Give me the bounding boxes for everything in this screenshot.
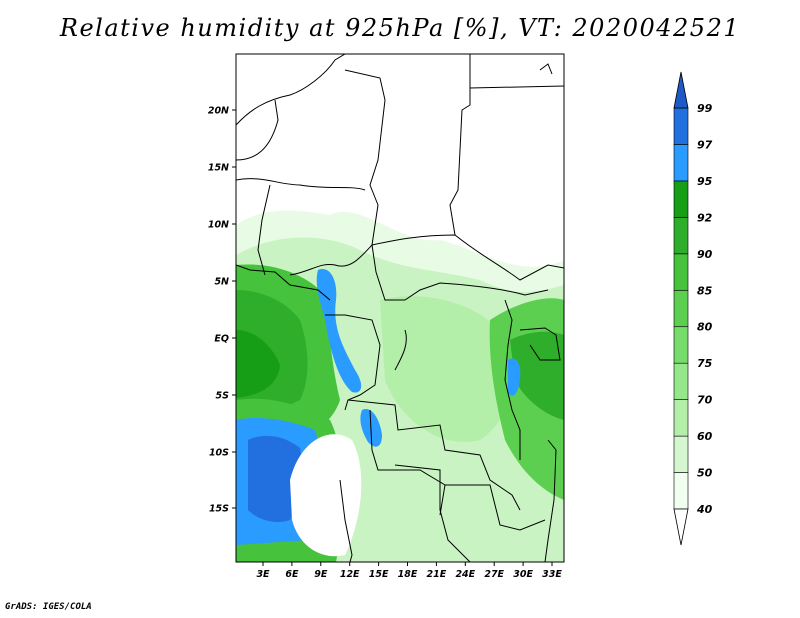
colorbar-level-label: 60: [697, 430, 713, 443]
colorbar: 40 50 60 70 75 80 85 90 92 95 97 99: [673, 71, 713, 546]
colorbar-level-label: 50: [697, 467, 713, 480]
colorbar-level-label: 70: [697, 394, 713, 407]
colorbar-level-label: 90: [697, 248, 713, 261]
lon-tick-label: 9E: [314, 569, 328, 580]
colorbar-level-label: 80: [697, 321, 713, 334]
colorbar-level-label: 97: [697, 138, 713, 151]
map-frame: [235, 53, 565, 563]
colorbar-band: [673, 362, 689, 400]
humidity-field: [236, 54, 564, 562]
lon-tick-label: 12E: [340, 569, 360, 580]
lon-tick-label: 33E: [542, 569, 562, 580]
colorbar-band: [673, 289, 689, 328]
lat-tick-label: EQ: [214, 334, 229, 345]
colorbar-band: [673, 253, 689, 291]
colorbar-band: [673, 217, 689, 255]
colorbar-level-label: 85: [697, 284, 713, 297]
colorbar-level-label: 40: [696, 503, 713, 516]
lon-tick-label: 6E: [285, 569, 299, 580]
lon-tick-label: 15E: [369, 569, 389, 580]
lon-tick-label: 21E: [427, 569, 447, 580]
colorbar-band: [673, 326, 689, 364]
colorbar-band: [673, 107, 689, 145]
longitude-axis: 3E 6E 9E 12E 15E 18E 21E 24E 27E 30E 33E: [256, 562, 562, 580]
credit-label: GrADS: IGES/COLA: [5, 602, 92, 612]
colorbar-level-label: 75: [697, 357, 713, 370]
colorbar-level-label: 99: [697, 102, 713, 115]
colorbar-band: [673, 435, 689, 473]
lat-tick-label: 15S: [209, 504, 229, 515]
lon-tick-label: 27E: [484, 569, 504, 580]
colorbar-level-label: 95: [697, 175, 713, 188]
lat-tick-label: 10N: [208, 220, 229, 231]
lat-tick-label: 10S: [209, 448, 229, 459]
lon-tick-label: 24E: [455, 569, 475, 580]
lat-tick-label: 15N: [208, 163, 229, 174]
colorbar-band: [673, 180, 689, 218]
lon-tick-label: 30E: [513, 569, 533, 580]
colorbar-band: [673, 399, 689, 437]
colorbar-high-arrow: [673, 71, 689, 109]
lat-tick-label: 5N: [214, 277, 229, 288]
map-title: Relative humidity at 925hPa [%], VT: 202…: [59, 14, 741, 42]
lat-tick-label: 20N: [208, 106, 229, 117]
colorbar-level-label: 92: [697, 211, 713, 224]
colorbar-band: [673, 472, 689, 510]
country-borders: [236, 54, 564, 562]
colorbar-band: [673, 144, 689, 182]
lon-tick-label: 18E: [398, 569, 418, 580]
latitude-axis: 20N 15N 10N 5N EQ 5S 10S 15S: [208, 106, 236, 515]
lat-tick-label: 5S: [216, 391, 230, 402]
colorbar-low-arrow: [673, 508, 689, 546]
lon-tick-label: 3E: [256, 569, 270, 580]
